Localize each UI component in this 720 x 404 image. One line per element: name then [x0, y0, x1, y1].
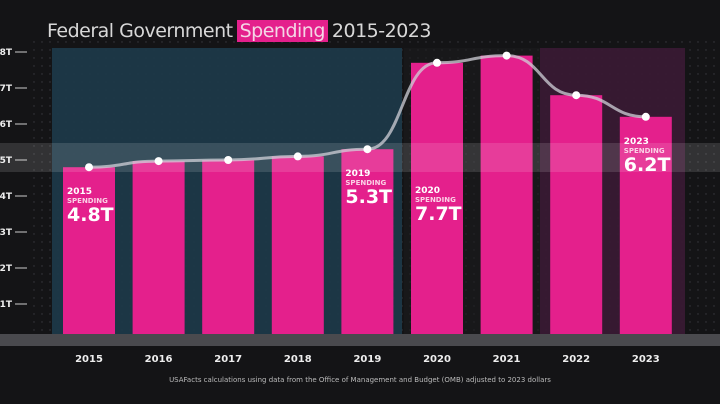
- annotation-value: 5.3T: [345, 186, 392, 208]
- point-2023: [641, 112, 650, 121]
- x-tick-label: 2019: [353, 354, 381, 365]
- bar-2020: [411, 62, 463, 341]
- point-2019: [363, 145, 372, 154]
- y-tick-label: 6T: [0, 120, 13, 130]
- x-tick-label: 2021: [493, 354, 521, 365]
- bar-2022: [550, 95, 603, 340]
- annotation-year: 2023: [624, 137, 649, 147]
- x-tick-label: 2020: [423, 354, 451, 365]
- point-2018: [293, 152, 302, 161]
- x-tick-label: 2022: [562, 354, 590, 365]
- annotation-year: 2015: [67, 187, 92, 197]
- bar-2023: [619, 116, 672, 340]
- trend-line: [88, 54, 646, 169]
- y-tick-label: 7T: [0, 84, 13, 94]
- point-2015: [85, 163, 93, 172]
- x-tick-label: 2023: [632, 354, 660, 365]
- point-2020: [433, 58, 441, 67]
- annotation-year: 2020: [415, 186, 440, 196]
- annotation-label: SPENDING: [624, 147, 665, 155]
- bar-2018: [271, 156, 324, 340]
- annotation-year: 2019: [345, 169, 370, 179]
- x-tick-label: 2015: [75, 354, 103, 365]
- y-tick-label: 2T: [0, 264, 13, 274]
- y-tick-label: 4T: [0, 192, 13, 202]
- annotation-value: 6.2T: [624, 154, 671, 176]
- x-tick-label: 2017: [214, 354, 242, 365]
- point-2017: [224, 156, 233, 164]
- bar-2019: [341, 149, 394, 340]
- y-tick-label: 3T: [0, 228, 13, 238]
- title-highlight: Spending: [236, 20, 328, 42]
- annotation-label: SPENDING: [67, 197, 108, 205]
- point-2021: [502, 51, 511, 60]
- baseline-band: [0, 334, 720, 346]
- point-2016: [154, 157, 163, 166]
- y-tick-label: 8T: [0, 48, 13, 58]
- bar-2015: [63, 167, 115, 340]
- annotation-value: 4.8T: [67, 204, 114, 226]
- y-tick-label: 1T: [0, 300, 13, 310]
- bar-2017: [202, 160, 255, 340]
- source-note: USAFacts calculations using data from th…: [169, 376, 551, 384]
- annotation-label: SPENDING: [415, 196, 456, 204]
- chart-title: Federal Government Spending 2015-2023: [47, 20, 431, 42]
- point-2022: [572, 91, 581, 100]
- y-tick-label: 5T: [0, 156, 13, 166]
- annotation-value: 7.7T: [415, 203, 462, 225]
- title-part-1: Federal Government: [47, 20, 233, 42]
- bar-2021: [480, 55, 533, 340]
- x-tick-label: 2018: [284, 354, 312, 365]
- annotation-label: SPENDING: [345, 179, 386, 187]
- bar-2016: [132, 161, 185, 340]
- reference-band: [0, 143, 720, 172]
- title-part-3: 2015-2023: [331, 20, 432, 42]
- x-tick-label: 2016: [145, 354, 173, 365]
